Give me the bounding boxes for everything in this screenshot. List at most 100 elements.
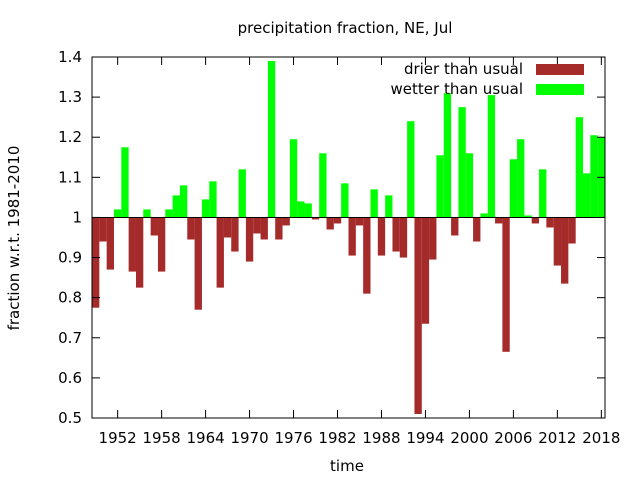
bar-1954 xyxy=(128,217,136,272)
bar-1973 xyxy=(267,61,276,218)
bar-1972 xyxy=(260,217,268,240)
bar-2001 xyxy=(473,217,481,242)
y-ticks-group: 0.5 0.6 0.7 0.8 0.9 1 1.1 1.2 1.3 1.4 xyxy=(58,48,605,427)
bar-1993 xyxy=(414,217,422,414)
bar-1974 xyxy=(275,217,283,240)
x-tick-label: 1952 xyxy=(99,429,137,447)
y-axis-label: fraction w.r.t. 1981-2010 xyxy=(5,146,23,331)
bar-1995 xyxy=(429,217,437,260)
bar-1987 xyxy=(370,189,378,218)
x-tick-label: 1988 xyxy=(362,429,400,447)
bar-1963 xyxy=(194,217,202,310)
bar-1976 xyxy=(289,139,298,218)
bar-1998 xyxy=(451,217,459,236)
bar-1951 xyxy=(106,217,114,270)
x-tick-label: 1958 xyxy=(143,429,181,447)
bar-2010 xyxy=(539,169,547,218)
x-tick-label: 1982 xyxy=(318,429,356,447)
legend-swatch-drier xyxy=(536,64,584,75)
x-tick-label: 2018 xyxy=(582,429,620,447)
bar-1953 xyxy=(121,147,129,218)
y-tick-label: 0.9 xyxy=(58,249,82,267)
y-tick-label: 1.1 xyxy=(58,168,82,186)
bar-1988 xyxy=(377,217,386,256)
legend-label-drier: drier than usual xyxy=(404,60,523,78)
bar-1991 xyxy=(399,217,408,258)
bar-1960 xyxy=(172,195,180,218)
bar-1982 xyxy=(333,217,342,224)
y-tick-label: 1.4 xyxy=(58,48,82,66)
bar-1985 xyxy=(355,217,364,226)
y-tick-label: 0.8 xyxy=(58,289,82,307)
bar-1966 xyxy=(216,217,224,288)
x-axis-label: time xyxy=(330,457,364,475)
x-tick-label: 1994 xyxy=(406,429,444,447)
bar-2011 xyxy=(546,217,554,228)
bar-2007 xyxy=(517,139,525,218)
bar-1997 xyxy=(443,93,452,218)
bar-2017 xyxy=(590,135,598,218)
bar-1992 xyxy=(407,121,415,218)
x-tick-label: 2006 xyxy=(494,429,532,447)
x-tick-label: 2000 xyxy=(450,429,488,447)
y-tick-label: 1.3 xyxy=(58,88,82,106)
bar-1955 xyxy=(135,217,144,288)
bar-2012 xyxy=(553,217,562,266)
bar-1965 xyxy=(209,181,217,218)
legend: drier than usual wetter than usual xyxy=(391,60,584,98)
bar-1990 xyxy=(392,217,400,252)
bar-1978 xyxy=(304,203,312,218)
bar-1964 xyxy=(201,199,210,218)
x-tick-label: 2012 xyxy=(538,429,576,447)
bar-1949 xyxy=(92,217,100,308)
bar-1989 xyxy=(385,195,393,218)
bar-2004 xyxy=(495,217,503,224)
bar-2016 xyxy=(583,173,591,218)
bar-1984 xyxy=(348,217,356,256)
legend-label-wetter: wetter than usual xyxy=(391,80,523,98)
y-tick-label: 1.2 xyxy=(58,128,82,146)
bar-1961 xyxy=(179,185,188,218)
bar-2008 xyxy=(524,215,532,218)
bar-1983 xyxy=(341,183,349,218)
bar-2003 xyxy=(487,95,496,218)
bar-1979 xyxy=(311,217,320,220)
bar-1986 xyxy=(363,217,371,294)
bar-1956 xyxy=(143,209,151,218)
bar-1959 xyxy=(165,209,173,218)
bar-1968 xyxy=(231,217,239,252)
bars-group xyxy=(92,61,605,414)
legend-swatch-wetter xyxy=(536,84,584,95)
bar-1969 xyxy=(238,169,246,218)
bar-1971 xyxy=(253,217,261,234)
bar-1958 xyxy=(157,217,166,272)
bar-2002 xyxy=(480,213,488,218)
x-tick-label: 1964 xyxy=(186,429,224,447)
bar-1950 xyxy=(99,217,107,242)
x-tick-label: 1970 xyxy=(230,429,268,447)
bar-1999 xyxy=(458,107,466,218)
x-ticks-group: 1952 1958 1964 1970 1976 1982 1988 1994 2000 2006… xyxy=(99,57,620,447)
bar-1996 xyxy=(436,155,444,218)
bar-1970 xyxy=(245,217,254,262)
bar-2013 xyxy=(561,217,569,284)
plot-frame xyxy=(91,56,606,419)
bar-2006 xyxy=(509,159,518,218)
bar-2014 xyxy=(568,217,576,244)
y-tick-label: 0.6 xyxy=(58,369,82,387)
bar-1962 xyxy=(187,217,195,240)
y-tick-label: 0.5 xyxy=(58,409,82,427)
bar-1975 xyxy=(282,217,290,226)
y-tick-label: 1 xyxy=(72,208,82,226)
bar-2000 xyxy=(465,153,474,218)
y-tick-label: 0.7 xyxy=(58,329,82,347)
bar-1967 xyxy=(223,217,232,238)
bar-1980 xyxy=(319,153,327,218)
bar-1952 xyxy=(113,209,122,218)
chart-title: precipitation fraction, NE, Jul xyxy=(238,19,453,37)
bar-1994 xyxy=(421,217,430,324)
bar-2015 xyxy=(575,117,584,218)
bar-2005 xyxy=(502,217,510,352)
bar-1981 xyxy=(326,217,334,230)
